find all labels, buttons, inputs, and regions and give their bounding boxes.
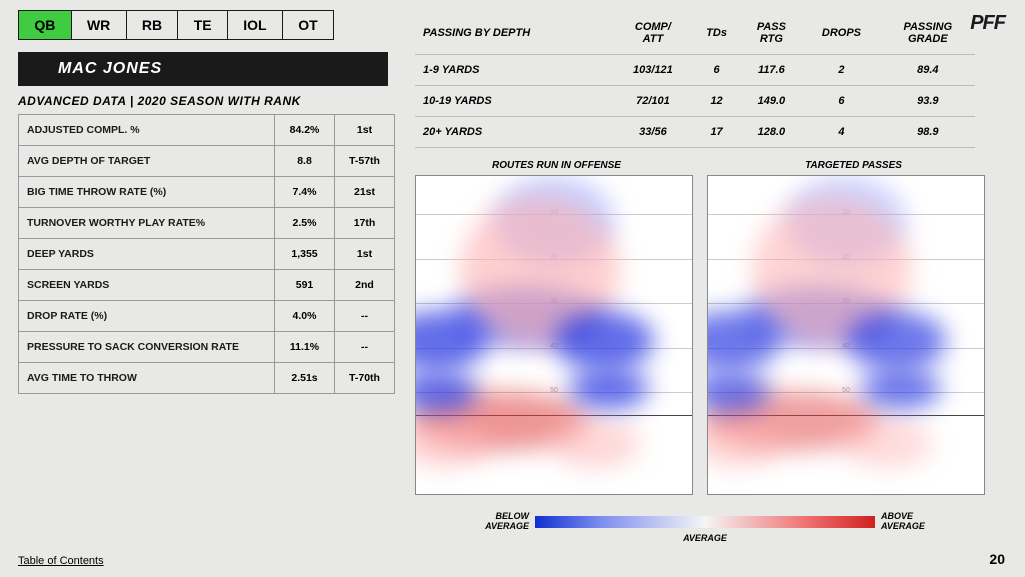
player-name-bar: MAC JONES bbox=[18, 52, 388, 86]
depth-rtg: 149.0 bbox=[741, 86, 803, 117]
heatmap-title-targets: TARGETED PASSES bbox=[712, 160, 995, 171]
depth-rtg: 117.6 bbox=[741, 55, 803, 86]
stat-label: ADJUSTED COMPL. % bbox=[19, 115, 275, 146]
heatmap-blob bbox=[846, 311, 946, 371]
stat-rank: 1st bbox=[335, 115, 395, 146]
stat-rank: T-57th bbox=[335, 146, 395, 177]
stat-label: DEEP YARDS bbox=[19, 239, 275, 270]
stat-row: BIG TIME THROW RATE (%)7.4%21st bbox=[19, 177, 395, 208]
stat-label: SCREEN YARDS bbox=[19, 270, 275, 301]
depth-grade: 89.4 bbox=[881, 55, 975, 86]
depth-rtg: 128.0 bbox=[741, 117, 803, 148]
depth-range: 20+ YARDS bbox=[415, 117, 613, 148]
depth-col-rtg: PASSRTG bbox=[741, 12, 803, 55]
depth-col-compatt: COMP/ATT bbox=[613, 12, 692, 55]
heatmap-blob bbox=[861, 369, 941, 409]
stat-rank: T-70th bbox=[335, 363, 395, 394]
stat-rank: -- bbox=[335, 332, 395, 363]
stat-label: BIG TIME THROW RATE (%) bbox=[19, 177, 275, 208]
stat-rank: 21st bbox=[335, 177, 395, 208]
depth-compatt: 103/121 bbox=[613, 55, 692, 86]
depth-grade: 93.9 bbox=[881, 86, 975, 117]
legend-average-label: AVERAGE bbox=[415, 533, 995, 543]
stat-value: 2.51s bbox=[275, 363, 335, 394]
table-of-contents-link[interactable]: Table of Contents bbox=[18, 555, 104, 567]
stat-value: 11.1% bbox=[275, 332, 335, 363]
depth-grade: 98.9 bbox=[881, 117, 975, 148]
tab-te[interactable]: TE bbox=[178, 11, 228, 39]
legend-above-avg: ABOVEAVERAGE bbox=[881, 512, 941, 532]
tab-wr[interactable]: WR bbox=[72, 11, 127, 39]
depth-row: 20+ YARDS33/5617128.0498.9 bbox=[415, 117, 975, 148]
tab-qb[interactable]: QB bbox=[19, 11, 72, 39]
depth-col-grade: PASSINGGRADE bbox=[881, 12, 975, 55]
heatmap-blob bbox=[550, 418, 640, 468]
heatmap-title-routes: ROUTES RUN IN OFFENSE bbox=[415, 160, 698, 171]
passing-by-depth-table: PASSING BY DEPTHCOMP/ATTTDsPASSRTGDROPSP… bbox=[415, 12, 975, 148]
heatmap-blob bbox=[569, 369, 649, 409]
depth-col-drops: DROPS bbox=[802, 12, 880, 55]
depth-compatt: 33/56 bbox=[613, 117, 692, 148]
heatmap-blob bbox=[554, 311, 654, 371]
tab-iol[interactable]: IOL bbox=[228, 11, 283, 39]
stat-label: DROP RATE (%) bbox=[19, 301, 275, 332]
yardline-label: 50 bbox=[550, 387, 558, 394]
stat-row: DEEP YARDS1,3551st bbox=[19, 239, 395, 270]
depth-tds: 6 bbox=[693, 55, 741, 86]
stat-row: SCREEN YARDS5912nd bbox=[19, 270, 395, 301]
stat-rank: 2nd bbox=[335, 270, 395, 301]
stat-row: TURNOVER WORTHY PLAY RATE%2.5%17th bbox=[19, 208, 395, 239]
stat-value: 591 bbox=[275, 270, 335, 301]
legend-below-avg: BELOWAVERAGE bbox=[469, 512, 529, 532]
tab-rb[interactable]: RB bbox=[127, 11, 179, 39]
stat-label: AVG TIME TO THROW bbox=[19, 363, 275, 394]
stat-value: 1,355 bbox=[275, 239, 335, 270]
advanced-stats-table: ADJUSTED COMPL. %84.2%1stAVG DEPTH OF TA… bbox=[18, 114, 395, 394]
stat-value: 7.4% bbox=[275, 177, 335, 208]
stat-rank: 1st bbox=[335, 239, 395, 270]
stat-row: AVG TIME TO THROW2.51sT-70th bbox=[19, 363, 395, 394]
yardline-label: 50 bbox=[842, 387, 850, 394]
stat-rank: -- bbox=[335, 301, 395, 332]
stat-label: TURNOVER WORTHY PLAY RATE% bbox=[19, 208, 275, 239]
stat-row: PRESSURE TO SACK CONVERSION RATE11.1%-- bbox=[19, 332, 395, 363]
depth-drops: 4 bbox=[802, 117, 880, 148]
stat-label: PRESSURE TO SACK CONVERSION RATE bbox=[19, 332, 275, 363]
heatmap-legend: BELOWAVERAGE ABOVEAVERAGE bbox=[415, 512, 995, 532]
legend-gradient bbox=[535, 516, 875, 528]
stat-rank: 17th bbox=[335, 208, 395, 239]
stat-row: AVG DEPTH OF TARGET8.8T-57th bbox=[19, 146, 395, 177]
depth-compatt: 72/101 bbox=[613, 86, 692, 117]
stat-value: 4.0% bbox=[275, 301, 335, 332]
heatmap-blob bbox=[415, 418, 489, 468]
heatmap-blob bbox=[707, 418, 781, 468]
depth-tds: 17 bbox=[693, 117, 741, 148]
stat-value: 84.2% bbox=[275, 115, 335, 146]
depth-tds: 12 bbox=[693, 86, 741, 117]
stat-value: 2.5% bbox=[275, 208, 335, 239]
stat-row: ADJUSTED COMPL. %84.2%1st bbox=[19, 115, 395, 146]
stat-value: 8.8 bbox=[275, 146, 335, 177]
depth-range: 1-9 YARDS bbox=[415, 55, 613, 86]
page-number: 20 bbox=[989, 551, 1005, 567]
heatmap-blob bbox=[842, 418, 932, 468]
depth-col-range: PASSING BY DEPTH bbox=[415, 12, 613, 55]
page-root: PFF QBWRRBTEIOLOT MAC JONES ADVANCED DAT… bbox=[0, 0, 1025, 577]
heatmaps-container: ROUTES RUN IN OFFENSE TARGETED PASSES 10… bbox=[415, 160, 995, 495]
depth-row: 1-9 YARDS103/1216117.6289.4 bbox=[415, 55, 975, 86]
stat-label: AVG DEPTH OF TARGET bbox=[19, 146, 275, 177]
tab-ot[interactable]: OT bbox=[283, 11, 333, 39]
heatmap-targets: 1020304050 bbox=[707, 175, 985, 495]
stat-row: DROP RATE (%)4.0%-- bbox=[19, 301, 395, 332]
position-tabs: QBWRRBTEIOLOT bbox=[18, 10, 334, 40]
depth-row: 10-19 YARDS72/10112149.0693.9 bbox=[415, 86, 975, 117]
pff-logo: PFF bbox=[970, 12, 1005, 35]
depth-drops: 2 bbox=[802, 55, 880, 86]
depth-drops: 6 bbox=[802, 86, 880, 117]
heatmap-routes: 1020304050 bbox=[415, 175, 693, 495]
depth-col-tds: TDs bbox=[693, 12, 741, 55]
depth-range: 10-19 YARDS bbox=[415, 86, 613, 117]
